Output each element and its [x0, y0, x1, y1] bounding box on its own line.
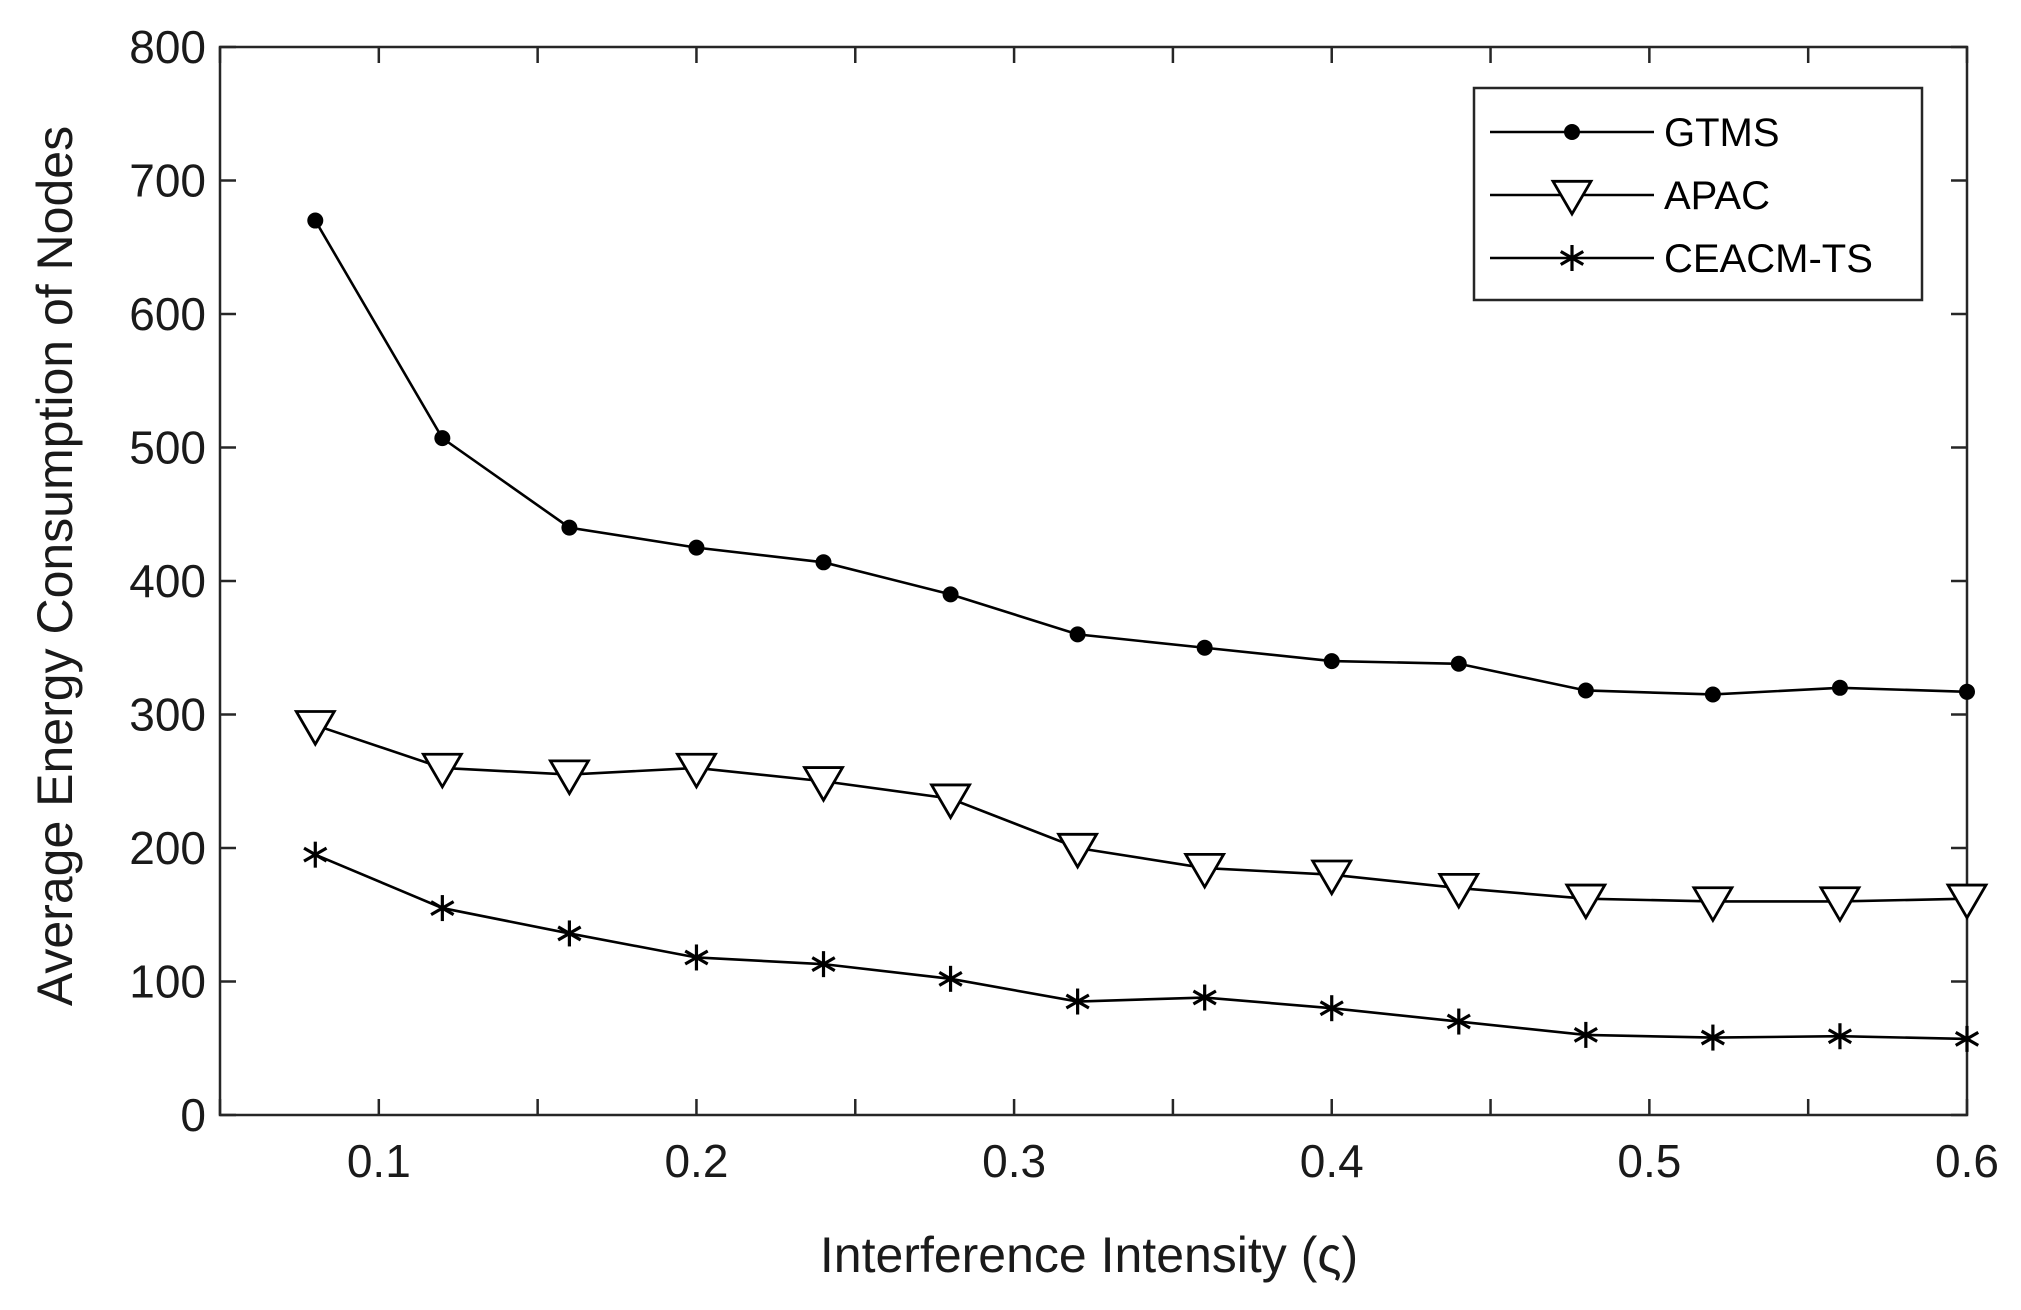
data-point-apac: [675, 752, 718, 790]
legend-marker-ceacm-ts: [1559, 245, 1585, 271]
x-tick-label: 0.6: [1935, 1135, 1999, 1187]
data-point-apac: [1945, 883, 1989, 921]
y-tick-label: 700: [129, 155, 206, 207]
data-point-gtms: [1959, 683, 1975, 700]
y-tick-label: 100: [129, 956, 206, 1008]
y-tick-label: 400: [129, 555, 206, 607]
x-axis-title: Interference Intensity (ς): [820, 1227, 1358, 1283]
legend-label-ceacm-ts: CEACM-TS: [1664, 237, 1873, 281]
data-point-ceacm-ts: [1446, 1008, 1471, 1035]
data-point-apac: [1691, 886, 1735, 924]
series-line-ceacm-ts: [314, 853, 1968, 1041]
data-point-gtms: [561, 519, 578, 536]
data-point-ceacm-ts: [303, 841, 328, 868]
data-point-gtms: [942, 586, 959, 603]
data-point-ceacm-ts: [1827, 1023, 1853, 1050]
data-point-ceacm-ts: [557, 920, 582, 947]
y-tick-label: 0: [180, 1089, 206, 1141]
data-point-apac: [420, 752, 464, 790]
data-point-apac: [293, 710, 337, 747]
data-point-gtms: [1831, 679, 1848, 696]
x-tick-label: 0.3: [982, 1135, 1046, 1187]
data-point-gtms: [434, 430, 451, 447]
y-tick-label: 500: [129, 422, 206, 474]
legend-marker-gtms: [1564, 124, 1580, 140]
data-point-apac: [929, 783, 972, 821]
data-point-gtms: [307, 212, 324, 229]
data-point-apac: [1056, 832, 1100, 870]
y-tick-label: 300: [129, 689, 206, 741]
data-point-gtms: [1577, 682, 1594, 699]
y-tick-label: 800: [129, 21, 206, 73]
data-point-apac: [1183, 852, 1227, 890]
data-point-gtms: [1196, 639, 1213, 656]
x-tick-label: 0.5: [1617, 1135, 1681, 1187]
x-tick-label: 0.4: [1300, 1135, 1364, 1187]
data-point-gtms: [1704, 686, 1721, 703]
series-line-gtms: [314, 219, 1968, 696]
legend-label-apac: APAC: [1664, 174, 1770, 218]
data-point-ceacm-ts: [938, 965, 963, 992]
data-point-ceacm-ts: [684, 944, 709, 971]
data-point-apac: [802, 766, 845, 804]
y-tick-label: 200: [129, 822, 206, 874]
data-point-ceacm-ts: [1192, 984, 1217, 1011]
data-point-ceacm-ts: [1954, 1025, 1980, 1052]
data-point-apac: [1564, 883, 1608, 921]
data-point-ceacm-ts: [1319, 995, 1344, 1022]
data-point-gtms: [1450, 655, 1467, 672]
data-point-ceacm-ts: [430, 895, 455, 922]
data-point-ceacm-ts: [1065, 988, 1090, 1015]
series-line-apac: [314, 723, 1968, 903]
x-tick-label: 0.2: [664, 1135, 728, 1187]
data-point-ceacm-ts: [1700, 1024, 1725, 1051]
data-point-ceacm-ts: [811, 951, 836, 978]
data-point-gtms: [1323, 653, 1340, 670]
data-point-apac: [1437, 872, 1481, 910]
data-point-gtms: [1069, 626, 1086, 643]
y-axis-title: Average Energy Consumption of Nodes: [27, 126, 83, 1006]
data-point-apac: [1310, 859, 1354, 897]
data-point-ceacm-ts: [1573, 1021, 1598, 1048]
x-tick-label: 0.1: [347, 1135, 411, 1187]
data-point-apac: [547, 759, 591, 797]
data-point-apac: [1818, 886, 1862, 924]
data-point-gtms: [815, 554, 832, 571]
legend-label-gtms: GTMS: [1664, 111, 1780, 155]
y-tick-label: 600: [129, 288, 206, 340]
legend-marker-apac: [1550, 179, 1594, 217]
data-point-gtms: [688, 539, 705, 556]
